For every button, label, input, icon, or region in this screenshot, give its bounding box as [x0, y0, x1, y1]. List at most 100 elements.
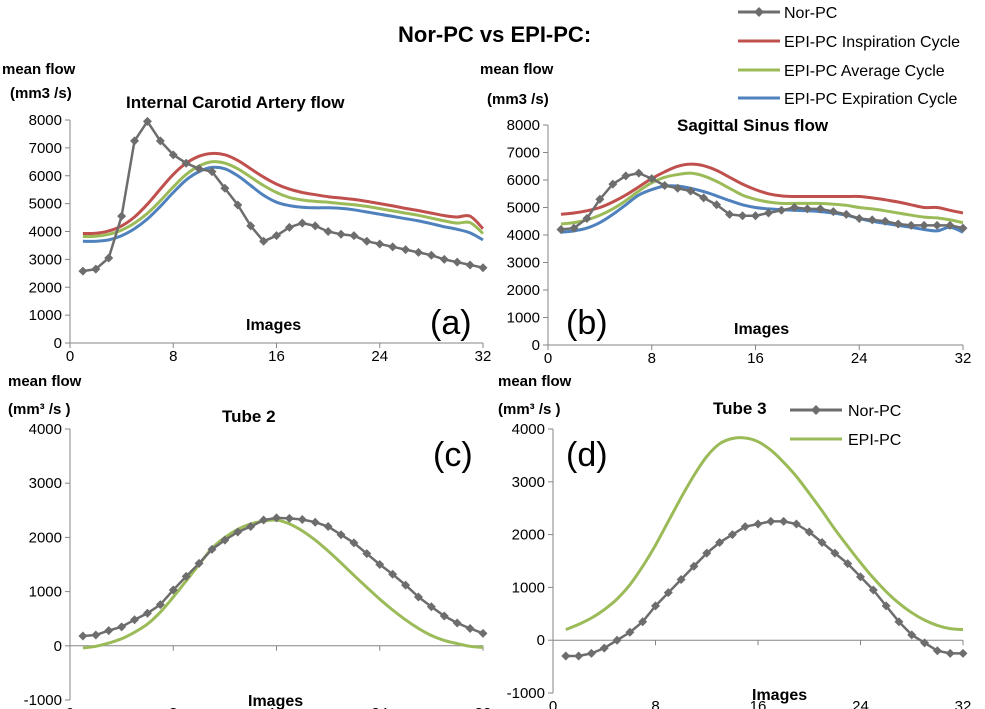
data-point-nor-pc — [259, 515, 269, 525]
data-point-nor-pc — [612, 635, 622, 645]
data-point-nor-pc — [362, 236, 372, 246]
data-point-nor-pc — [413, 247, 423, 257]
data-point-nor-pc — [673, 183, 683, 193]
data-point-nor-pc — [142, 116, 152, 126]
data-point-nor-pc — [893, 219, 903, 229]
data-point-nor-pc — [920, 638, 930, 648]
top-legend-label: EPI-PC Expiration Cycle — [784, 91, 957, 108]
data-point-nor-pc — [168, 585, 178, 595]
y-tick-label: 1000 — [507, 310, 540, 327]
chart-title: Sagittal Sinus flow — [677, 116, 829, 135]
data-point-nor-pc — [817, 538, 827, 548]
data-point-nor-pc — [689, 561, 699, 571]
data-point-nor-pc — [362, 549, 372, 559]
data-point-nor-pc — [932, 220, 942, 230]
data-point-nor-pc — [310, 221, 320, 231]
data-point-nor-pc — [323, 227, 333, 236]
data-point-nor-pc — [336, 229, 346, 239]
y-tick-label: 7000 — [507, 145, 540, 162]
data-point-nor-pc — [651, 601, 660, 611]
series-line-epi-pc — [82, 518, 484, 650]
data-point-nor-pc — [272, 513, 281, 523]
data-point-nor-pc — [104, 253, 114, 263]
data-point-nor-pc — [233, 200, 243, 210]
data-point-nor-pc — [647, 174, 657, 184]
data-point-nor-pc — [945, 220, 955, 230]
x-tick-label: 16 — [747, 350, 764, 367]
y-tick-label: 8000 — [507, 117, 540, 134]
y-tick-label: 0 — [532, 337, 540, 354]
data-point-nor-pc — [958, 223, 968, 233]
data-point-nor-pc — [789, 203, 799, 212]
chart-b: 0 1000 2000 3000 4000 5000 6000 7000 8000 0 8 16 24 3… — [480, 61, 971, 367]
x-tick-label: 24 — [851, 350, 868, 367]
data-point-nor-pc — [426, 602, 436, 612]
top-legend-item-average: EPI-PC Average Cycle — [738, 63, 945, 80]
chart-d: -1000 0 1000 2000 3000 4000 0 8 16 24 32 mean flow (… — [498, 373, 971, 709]
data-point-nor-pc — [638, 617, 648, 627]
data-point-nor-pc — [854, 214, 864, 223]
x-axis-label: Images — [734, 321, 789, 338]
data-point-nor-pc — [766, 516, 776, 526]
data-point-nor-pc — [686, 186, 696, 196]
y-tick-label: 2000 — [512, 527, 545, 544]
data-point-nor-pc — [233, 527, 243, 537]
bottom-legend-item-epi-pc: EPI-PC — [790, 432, 901, 449]
data-point-nor-pc — [220, 535, 230, 545]
data-point-nor-pc — [284, 222, 294, 232]
panel-label: (c) — [433, 436, 473, 474]
data-point-nor-pc — [375, 239, 385, 249]
y-axis-label: mean flow — [2, 61, 76, 78]
data-point-nor-pc — [945, 648, 955, 658]
data-point-nor-pc — [220, 183, 230, 193]
data-point-nor-pc — [465, 623, 475, 633]
data-point-nor-pc — [194, 558, 204, 568]
y-axis-unit-label: (mm³ /s ) — [8, 401, 71, 418]
data-point-nor-pc — [452, 618, 462, 628]
y-tick-label: 4000 — [512, 421, 545, 438]
bottom-legend-item-nor-pc: Nor-PC — [790, 403, 901, 420]
bottom-legend-label: Nor-PC — [848, 403, 901, 420]
top-legend-item-inspiration: EPI-PC Inspiration Cycle — [738, 34, 960, 51]
y-tick-label: 0 — [54, 638, 62, 655]
data-point-nor-pc — [715, 538, 725, 548]
data-point-nor-pc — [634, 168, 644, 178]
x-tick-label: 16 — [750, 698, 767, 709]
series-line-epi-pc-expiration-cycle — [82, 165, 484, 243]
x-tick-label: 8 — [648, 350, 656, 367]
data-point-nor-pc — [725, 209, 735, 219]
x-tick-label: 24 — [371, 348, 388, 365]
data-point-nor-pc — [843, 559, 853, 569]
data-point-nor-pc — [919, 220, 929, 230]
data-point-nor-pc — [452, 257, 462, 267]
data-point-nor-pc — [569, 223, 579, 233]
data-point-nor-pc — [791, 519, 801, 529]
data-point-nor-pc — [272, 231, 281, 241]
y-tick-label: -1000 — [24, 692, 62, 709]
data-point-nor-pc — [804, 527, 814, 537]
top-legend-label: Nor-PC — [784, 5, 837, 22]
data-point-nor-pc — [181, 158, 191, 168]
y-axis-label: mean flow — [498, 373, 572, 390]
data-point-nor-pc — [586, 648, 596, 658]
y-tick-label: 4000 — [507, 227, 540, 244]
data-point-nor-pc — [181, 571, 191, 581]
data-point-nor-pc — [246, 522, 256, 532]
top-legend-label: EPI-PC Average Cycle — [784, 63, 945, 80]
y-axis-label: mean flow — [8, 373, 82, 390]
data-point-nor-pc — [465, 260, 475, 270]
y-tick-label: 3000 — [512, 474, 545, 491]
series-line-epi-pc-average-cycle — [560, 171, 964, 226]
x-tick-label: 0 — [66, 705, 74, 709]
data-point-nor-pc — [561, 651, 571, 661]
y-axis-unit-label: (mm³ /s ) — [498, 401, 561, 418]
data-point-nor-pc — [426, 250, 436, 260]
data-point-nor-pc — [155, 136, 165, 146]
bottom-legend: Nor-PC EPI-PC — [790, 403, 901, 449]
y-tick-label: 2000 — [29, 279, 62, 296]
diamond-marker-icon — [811, 405, 821, 415]
y-tick-label: 3000 — [29, 475, 62, 492]
x-tick-label: 8 — [651, 698, 659, 709]
data-point-nor-pc — [349, 231, 359, 241]
